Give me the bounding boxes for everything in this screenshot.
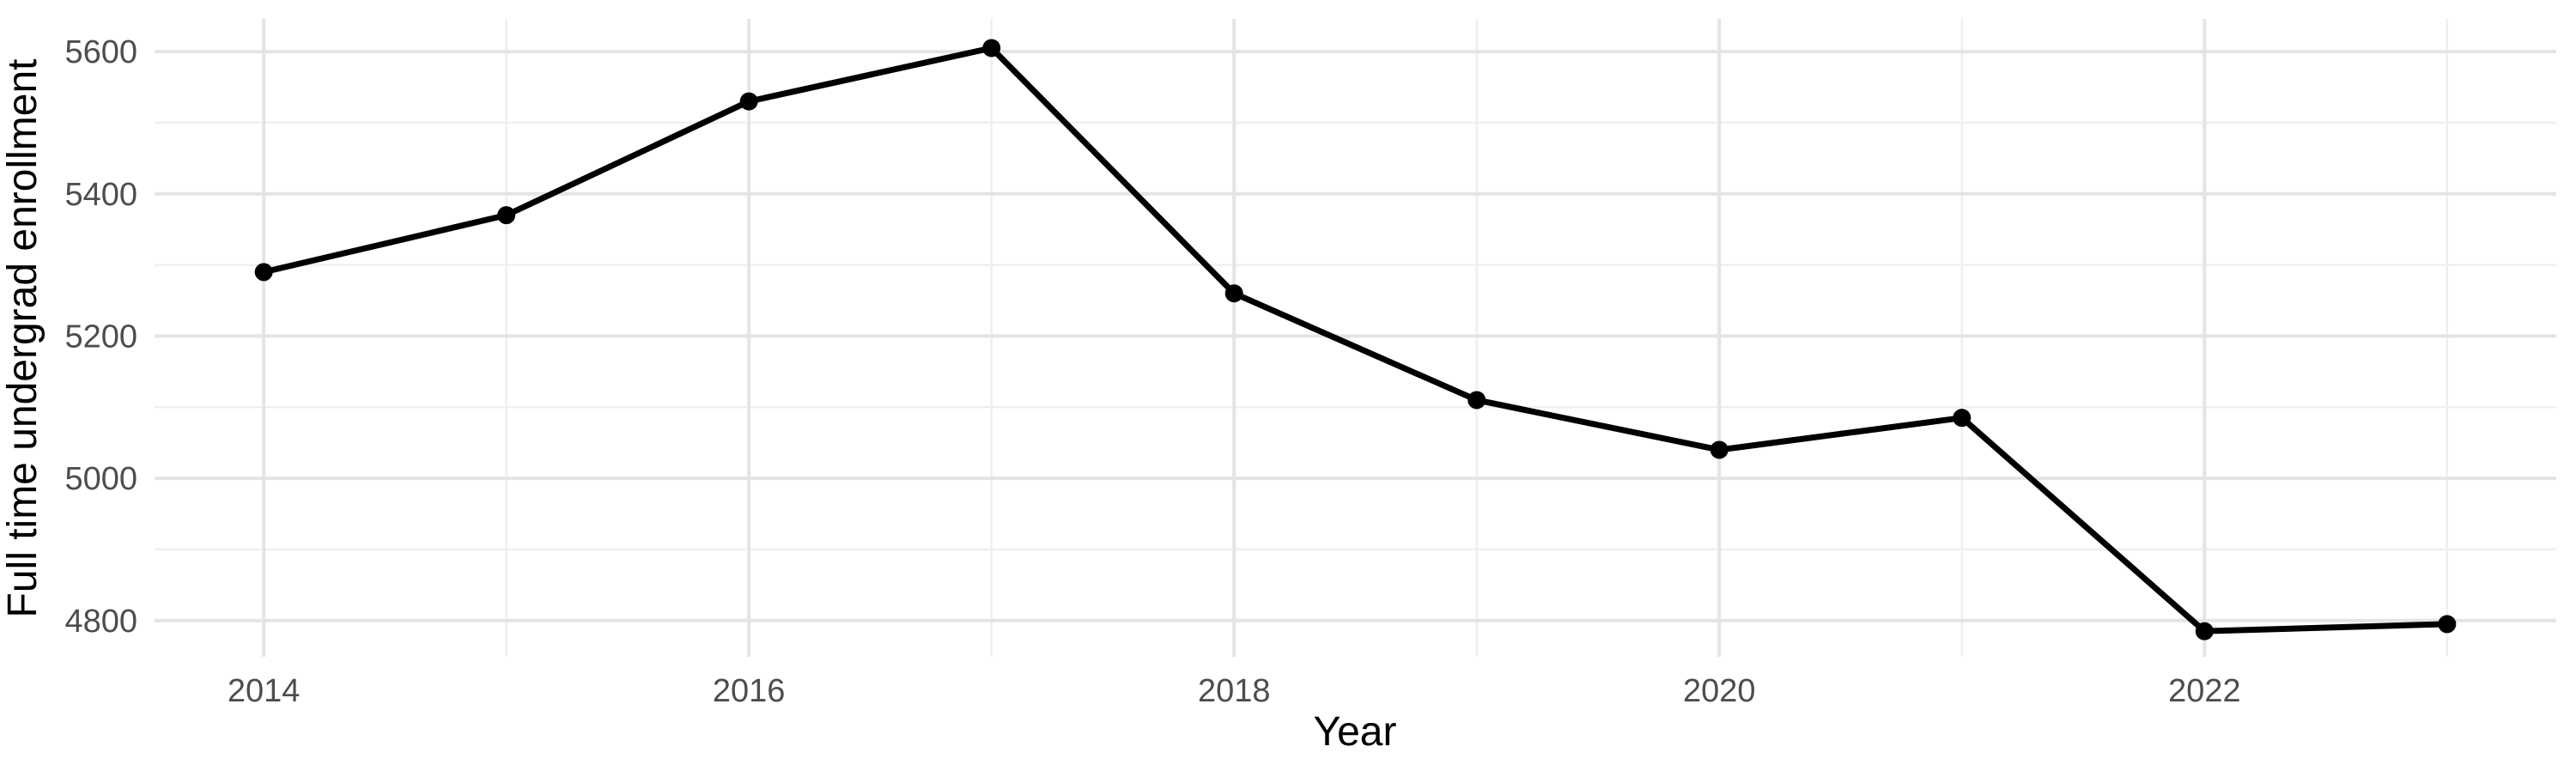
data-series [254, 39, 2457, 640]
x-tick-label: 2014 [228, 673, 301, 709]
data-point [1953, 409, 1971, 428]
data-point [1467, 391, 1486, 410]
minor-gridlines [155, 19, 2556, 657]
major-gridlines [155, 19, 2556, 657]
x-tick-label: 2022 [2168, 673, 2241, 709]
x-tick-label: 2018 [1198, 673, 1271, 709]
series-line [263, 45, 2447, 634]
y-axis-title: Full time undergrad enrollment [0, 59, 46, 618]
x-tick-label: 2020 [1683, 673, 1756, 709]
y-tick-label: 4800 [64, 604, 137, 640]
data-point [2195, 622, 2214, 640]
y-tick-label: 5600 [64, 34, 137, 70]
y-tick-label: 5000 [64, 461, 137, 497]
data-point [2438, 615, 2457, 634]
x-axis-title: Year [1314, 709, 1397, 755]
data-point [982, 39, 1001, 58]
data-point [254, 263, 273, 282]
data-point [497, 206, 516, 225]
data-point [1710, 440, 1728, 459]
tick-labels: 4800 5000 5200 5400 5600 2014 2016 2018 2020 2022 [64, 34, 2240, 709]
y-tick-label: 5200 [64, 319, 137, 355]
x-tick-label: 2016 [713, 673, 786, 709]
y-tick-label: 5400 [64, 177, 137, 213]
data-point [1224, 284, 1243, 303]
data-point [739, 92, 758, 111]
